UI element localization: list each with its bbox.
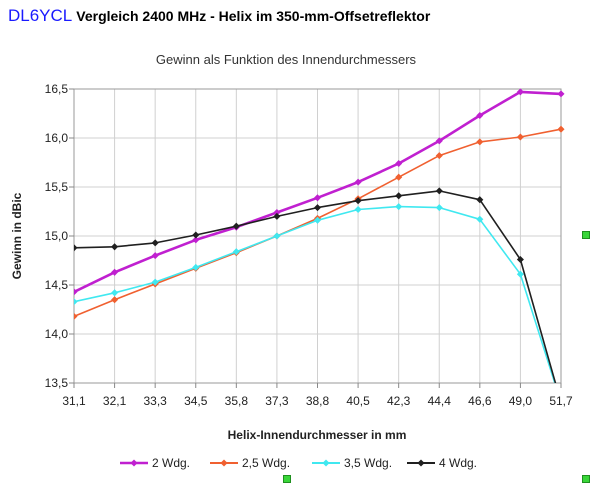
data-point xyxy=(111,243,119,251)
x-tick-label: 40,5 xyxy=(346,394,370,408)
y-tick-label: 16,0 xyxy=(45,131,69,145)
resize-handle-right[interactable] xyxy=(582,231,590,239)
data-point xyxy=(74,288,78,296)
x-axis-label: Helix-Innendurchmesser in mm xyxy=(228,428,407,442)
data-point xyxy=(192,231,200,239)
x-tick-label: 32,1 xyxy=(103,394,127,408)
y-tick-label: 14,5 xyxy=(45,278,69,292)
x-tick-label: 35,8 xyxy=(225,394,249,408)
data-point xyxy=(395,159,403,168)
x-tick-label: 51,7 xyxy=(549,394,573,408)
data-point xyxy=(232,222,240,230)
page-headline: Vergleich 2400 MHz - Helix im 350-mm-Off… xyxy=(76,8,431,24)
data-point xyxy=(476,138,484,146)
x-tick-label: 33,3 xyxy=(143,394,167,408)
y-axis-ticks: 13,5 14,0 14,5 15,0 15,5 16,0 16,5 xyxy=(45,82,74,390)
x-tick-label: 46,6 xyxy=(468,394,492,408)
data-point xyxy=(151,239,159,247)
data-point xyxy=(74,298,78,306)
data-point xyxy=(476,111,484,120)
data-point xyxy=(435,152,443,160)
legend-label: 3,5 Wdg. xyxy=(344,456,392,470)
data-point xyxy=(313,216,322,224)
chart-title: Gewinn als Funktion des Innendurchmesser… xyxy=(156,52,417,67)
brand-callsign: DL6YCL xyxy=(8,6,73,25)
data-point xyxy=(476,196,484,204)
data-point xyxy=(273,212,281,220)
header: DL6YCL Vergleich 2400 MHz - Helix im 350-… xyxy=(8,6,430,26)
data-point xyxy=(354,197,362,205)
x-tick-label: 34,5 xyxy=(184,394,208,408)
data-point xyxy=(273,232,281,240)
data-point xyxy=(192,236,200,244)
data-point xyxy=(516,255,524,264)
data-point xyxy=(74,312,78,320)
series-layer xyxy=(74,88,565,383)
data-point xyxy=(435,137,443,145)
resize-handle-corner[interactable] xyxy=(582,475,590,483)
data-point xyxy=(273,208,281,217)
legend-label: 2,5 Wdg. xyxy=(242,456,290,470)
y-axis-label: Gewinn in dBic xyxy=(10,192,24,279)
x-tick-label: 49,0 xyxy=(509,394,533,408)
data-point xyxy=(151,278,159,286)
legend: 2 Wdg. 2,5 Wdg. 3,5 Wdg. 4 Wdg. xyxy=(120,456,477,470)
legend-marker xyxy=(130,459,138,467)
x-axis-ticks: 31,1 32,1 33,3 34,5 35,8 37,3 38,8 40,5 42,3 44,4… xyxy=(62,383,573,408)
legend-label: 2 Wdg. xyxy=(152,456,190,470)
y-tick-label: 16,5 xyxy=(45,82,69,96)
data-point xyxy=(354,205,362,214)
data-point xyxy=(111,289,119,297)
legend-label: 4 Wdg. xyxy=(439,456,477,470)
data-point xyxy=(435,187,443,195)
data-point xyxy=(395,173,403,181)
data-point xyxy=(313,194,322,202)
y-tick-label: 15,5 xyxy=(45,180,69,194)
data-point xyxy=(313,204,322,212)
y-tick-label: 13,5 xyxy=(45,376,69,390)
data-point xyxy=(516,88,524,96)
data-point xyxy=(435,204,443,212)
x-tick-label: 42,3 xyxy=(387,394,411,408)
data-point xyxy=(111,268,119,276)
data-point xyxy=(232,248,240,256)
x-tick-label: 31,1 xyxy=(62,394,86,408)
y-tick-label: 15,0 xyxy=(45,229,69,243)
data-point xyxy=(111,296,119,304)
chart-grid xyxy=(73,88,562,384)
legend-marker xyxy=(322,459,330,467)
data-point xyxy=(476,215,484,223)
legend-marker xyxy=(417,459,425,467)
data-point xyxy=(557,125,565,133)
data-point xyxy=(192,263,200,271)
resize-handle-bottom[interactable] xyxy=(283,475,291,483)
x-tick-label: 44,4 xyxy=(428,394,452,408)
legend-marker xyxy=(220,459,228,467)
x-tick-label: 37,3 xyxy=(265,394,289,408)
y-tick-label: 14,0 xyxy=(45,327,69,341)
data-point xyxy=(516,270,524,278)
data-point xyxy=(74,244,78,252)
x-tick-label: 38,8 xyxy=(306,394,330,408)
data-point xyxy=(395,192,403,200)
data-point xyxy=(151,252,159,260)
data-point xyxy=(354,178,362,186)
data-point xyxy=(557,90,565,98)
data-point xyxy=(516,133,524,141)
data-point xyxy=(395,203,403,211)
